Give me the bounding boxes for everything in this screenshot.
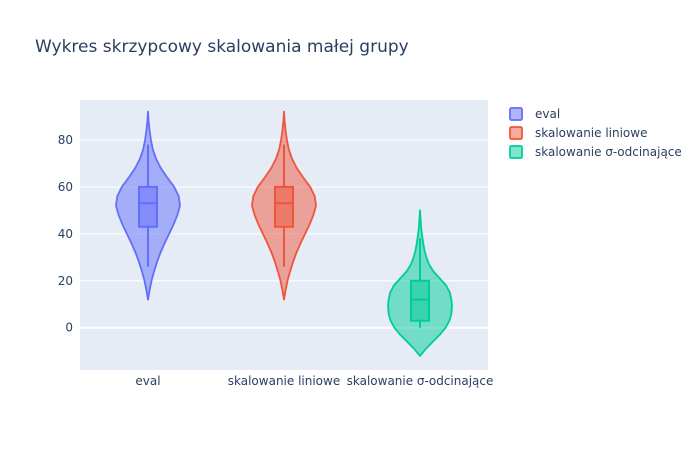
box — [274, 185, 294, 228]
legend-item: skalowanie σ-odcinające — [509, 145, 682, 159]
y-tick-label: 80 — [58, 133, 73, 147]
box — [410, 279, 430, 322]
y-tick-label: 0 — [65, 321, 73, 335]
legend-item: eval — [509, 107, 560, 121]
chart-title: Wykres skrzypcowy skalowania małej grupy — [35, 37, 409, 57]
box — [138, 185, 158, 228]
legend-swatch — [509, 126, 523, 140]
x-tick-label: skalowanie liniowe — [228, 374, 340, 388]
violin-group — [115, 110, 181, 301]
legend-label: skalowanie σ-odcinające — [535, 145, 682, 159]
legend-swatch — [509, 107, 523, 121]
legend-label: skalowanie liniowe — [535, 126, 647, 140]
legend-item: skalowanie liniowe — [509, 126, 647, 140]
x-tick-label: skalowanie σ-odcinające — [347, 374, 494, 388]
violin-group — [251, 110, 317, 301]
y-tick-labels: 0 20 40 60 80 — [58, 133, 73, 335]
x-tick-label: eval — [135, 374, 160, 388]
x-tick-labels: eval skalowanie liniowe skalowanie σ-odcin… — [135, 374, 493, 388]
y-tick-label: 20 — [58, 274, 73, 288]
y-tick-label: 40 — [58, 227, 73, 241]
violins — [115, 110, 453, 357]
violin-group — [387, 209, 453, 357]
y-tick-label: 60 — [58, 180, 73, 194]
legend: eval skalowanie liniowe skalowanie σ-odcin… — [509, 107, 682, 159]
legend-label: eval — [535, 107, 560, 121]
legend-swatch — [509, 145, 523, 159]
